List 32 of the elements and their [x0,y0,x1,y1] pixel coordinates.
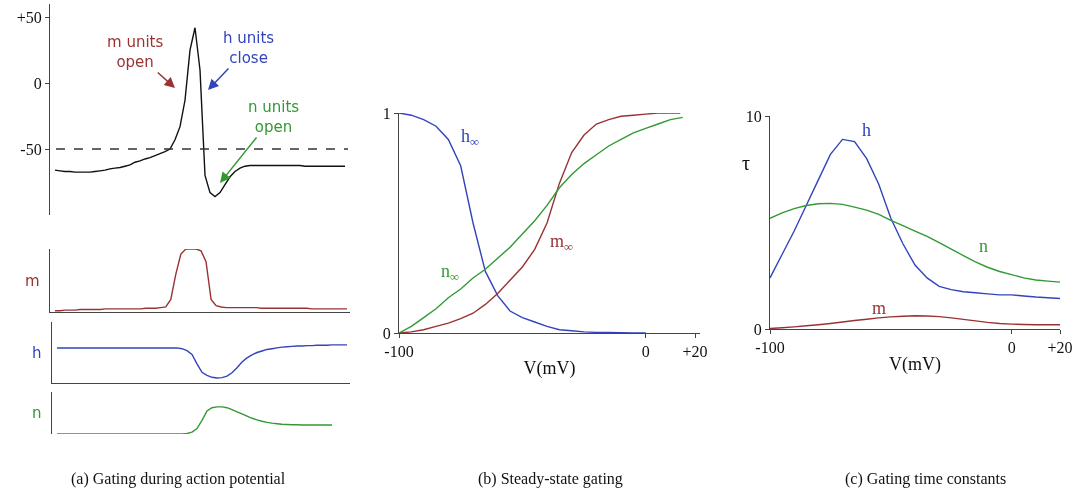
series-label: m [872,298,887,318]
series-label: m [25,272,40,290]
y-tick-label: -50 [20,140,42,158]
y-tick-label: 1 [382,104,391,122]
series-label: h$_{∞}$ [461,126,479,149]
series-label: n$_{∞}$ [441,261,459,284]
line-series [770,202,1060,283]
annotation: h units close [223,29,275,67]
x-axis-title: V(mV) [889,354,941,376]
y-axis-title: τ [742,152,751,174]
x-tick-label: -100 [384,343,414,361]
series-label: m$_{∞}$ [550,231,574,254]
series-label: n [32,404,42,422]
x-tick-label: +20 [1047,339,1073,357]
x-tick-label: 0 [641,343,650,361]
x-axis-title: V(mV) [523,358,576,380]
x-tick-label: -100 [755,339,785,357]
x-tick-label: +20 [682,343,708,361]
annotation: n units open [248,98,300,136]
series-label: n [979,236,988,256]
text: (b) Steady-state gating [478,470,623,488]
text: (a) Gating during action potential [71,470,286,488]
series-label: h [32,344,42,362]
line-series [770,138,1060,300]
text: (c) Gating time constants [845,470,1007,488]
y-tick-label: 10 [745,107,762,125]
x-tick-label: 0 [1007,339,1016,357]
y-tick-label: +50 [16,8,42,26]
y-tick-label: 0 [33,74,42,92]
series-label: h [862,120,871,140]
line-series [54,27,346,198]
annotation: m units open [107,33,164,71]
